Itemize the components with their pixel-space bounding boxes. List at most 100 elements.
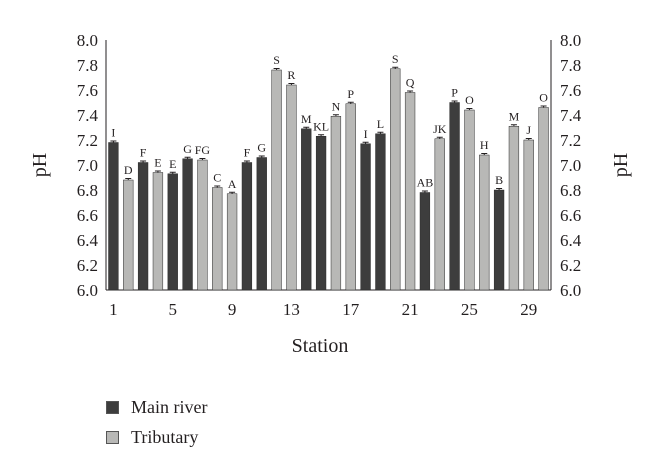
x-tick-label: 9 — [228, 300, 237, 319]
bar-station-9 — [226, 193, 238, 291]
bar-label-station-7: FG — [195, 143, 211, 157]
bar-station-4 — [152, 172, 164, 291]
bar-label-station-23: JK — [433, 122, 447, 136]
bar-label-station-17: P — [347, 87, 354, 101]
y-tick-left: 6.6 — [77, 206, 98, 225]
bar-label-station-4: E — [154, 156, 161, 170]
y-tick-left: 6.8 — [77, 181, 98, 200]
bar-label-station-11: G — [257, 141, 266, 155]
bar-station-25 — [464, 109, 475, 291]
y-tick-right: 8.0 — [560, 31, 581, 50]
bar-label-station-30: O — [539, 91, 548, 105]
bar-station-21 — [404, 92, 416, 291]
y-tick-right: 7.4 — [560, 106, 582, 125]
bar-label-station-25: O — [465, 93, 474, 107]
bar-station-23 — [434, 138, 445, 291]
legend-swatch-tributary — [106, 430, 119, 444]
y-axis-title-left: pH — [29, 153, 51, 177]
bar-station-12 — [271, 69, 282, 291]
bar-station-29 — [523, 139, 534, 291]
tick-labels: 6.0 6.0 6.2 6.2 6.4 6.4 6.6 6.6 6.8 6.8 7.0 7.0 7.2 7… — [77, 31, 582, 319]
bar-label-station-22: AB — [417, 176, 434, 190]
bar-label-station-26: H — [480, 138, 489, 152]
bar-station-3 — [137, 162, 149, 291]
bar-label-station-24: P — [451, 86, 458, 100]
bar-label-station-14: M — [301, 112, 312, 126]
bar-label-station-2: D — [124, 163, 133, 177]
bar-station-8 — [212, 187, 223, 291]
bar-label-station-3: F — [140, 146, 147, 160]
y-tick-right: 6.6 — [560, 206, 581, 225]
x-tick-label: 13 — [283, 300, 300, 319]
bar-station-19 — [375, 133, 386, 291]
y-tick-left: 7.4 — [77, 106, 99, 125]
bar-label-station-15: KL — [313, 119, 329, 133]
bar-label-station-16: N — [332, 99, 341, 113]
y-tick-left: 6.4 — [77, 231, 99, 250]
bar-label-station-27: B — [495, 173, 503, 187]
x-tick-label: 5 — [169, 300, 178, 319]
bars — [108, 66, 549, 291]
bar-label-station-8: C — [213, 171, 221, 185]
bar-station-18 — [360, 143, 371, 291]
y-tick-left: 8.0 — [77, 31, 98, 50]
y-tick-left: 7.2 — [77, 131, 98, 150]
legend-label-main-river: Main river — [131, 396, 208, 417]
axes — [105, 40, 552, 291]
bar-label-station-1: I — [111, 126, 115, 140]
bar-label-station-12: S — [273, 53, 280, 67]
bar-station-6 — [182, 158, 193, 291]
y-tick-right: 6.4 — [560, 231, 582, 250]
y-tick-left: 7.6 — [77, 81, 98, 100]
bar-label-station-5: E — [169, 157, 176, 171]
bar-station-15 — [315, 136, 327, 291]
bar-station-13 — [286, 84, 297, 291]
bar-station-11 — [256, 157, 267, 291]
x-axis-title: Station — [292, 335, 349, 357]
bar-station-16 — [330, 116, 342, 291]
bar-station-28 — [508, 126, 520, 291]
bar-station-20 — [390, 68, 401, 291]
y-tick-right: 7.0 — [560, 156, 581, 175]
bar-station-1 — [108, 142, 119, 291]
bar-label-station-29: J — [526, 123, 531, 137]
bar-label-station-9: A — [228, 177, 237, 191]
x-tick-label: 25 — [461, 300, 478, 319]
y-tick-left: 7.8 — [77, 56, 98, 75]
y-tick-right: 7.6 — [560, 81, 581, 100]
y-tick-right: 6.8 — [560, 181, 581, 200]
y-tick-right: 6.2 — [560, 256, 581, 275]
bar-label-station-6: G — [183, 142, 192, 156]
y-tick-left: 6.0 — [77, 281, 98, 300]
bar-label-station-20: S — [392, 52, 399, 66]
y-tick-right: 6.0 — [560, 281, 581, 300]
y-axis-title-right: pH — [610, 153, 632, 177]
bar-label-station-18: I — [364, 127, 368, 141]
bar-label-station-10: F — [244, 146, 251, 160]
bar-station-10 — [241, 162, 253, 291]
bar-station-22 — [419, 192, 431, 291]
bar-label-station-19: L — [377, 117, 384, 131]
bar-station-5 — [167, 173, 178, 291]
legend-label-tributary: Tributary — [131, 426, 199, 447]
bar-station-26 — [479, 154, 490, 291]
legend-swatch-main-river — [106, 400, 119, 414]
bar-label-station-21: Q — [406, 76, 415, 90]
legend-item-tributary: Tributary — [106, 422, 207, 452]
y-tick-right: 7.8 — [560, 56, 581, 75]
y-tick-right: 7.2 — [560, 131, 581, 150]
y-tick-left: 7.0 — [77, 156, 98, 175]
legend: Main river Tributary — [106, 392, 207, 452]
bar-station-24 — [449, 102, 460, 291]
bar-station-30 — [538, 107, 549, 291]
legend-item-main-river: Main river — [106, 392, 207, 422]
bar-station-7 — [197, 159, 208, 291]
x-tick-label: 29 — [520, 300, 537, 319]
bar-label-station-13: R — [287, 68, 295, 82]
bar-label-station-28: M — [509, 109, 520, 123]
y-tick-left: 6.2 — [77, 256, 98, 275]
bar-station-27 — [493, 189, 505, 291]
